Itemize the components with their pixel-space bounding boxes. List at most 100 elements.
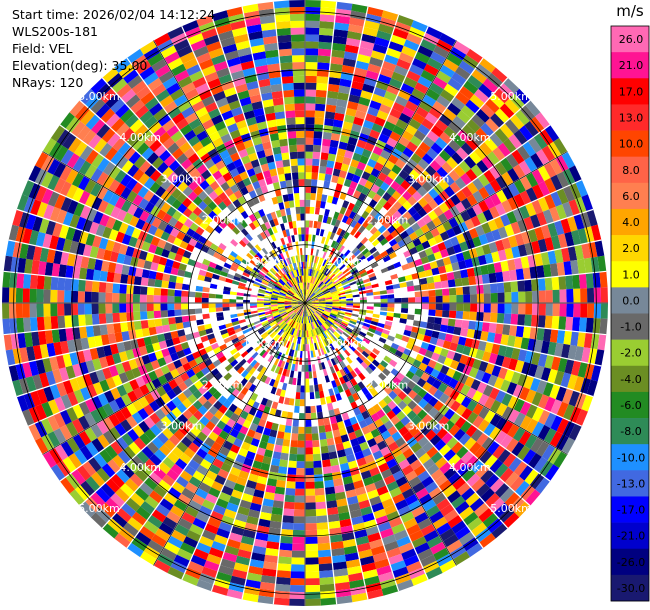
ray-separator	[308, 1, 338, 267]
colorbar-swatch	[611, 470, 649, 497]
ray-separator	[334, 124, 551, 283]
range-ring-label: 4.00km	[449, 461, 491, 474]
ray-separator	[319, 335, 429, 581]
ray-separator	[311, 6, 369, 268]
ray-separator	[59, 124, 276, 283]
colorbar-tick-label: -4.0	[620, 373, 641, 386]
ray-separator	[8, 239, 270, 297]
range-ring-label: 2.00km	[202, 378, 244, 391]
colorbar-swatch	[611, 52, 649, 79]
ray-separator	[210, 14, 295, 269]
ray-separator	[27, 179, 273, 289]
ray-separator	[101, 329, 282, 529]
ray-separator	[341, 306, 607, 336]
range-ring-label: 3.00km	[408, 420, 450, 433]
ray-separator	[241, 6, 299, 268]
colorbar-tick-label: -30.0	[617, 582, 645, 595]
ray-separator	[181, 25, 291, 271]
elevation-text: Elevation(deg): 35.00	[12, 58, 148, 73]
field-text: Field: VEL	[12, 41, 73, 56]
ray-separator	[315, 337, 400, 592]
start-time-text: Start time: 2026/02/04 14:12:24	[12, 7, 216, 22]
colorbar-tick-label: 26.0	[619, 33, 644, 46]
ray-separator	[79, 99, 279, 280]
colorbar-tick-label: 8.0	[622, 164, 640, 177]
range-ring-label: 4.00km	[119, 461, 161, 474]
colorbar-swatch	[611, 418, 649, 445]
range-ring-label: 4.00km	[449, 131, 491, 144]
colorbar-tick-label: 0.0	[622, 294, 640, 307]
colorbar-swatch	[611, 78, 649, 105]
ray-separator	[126, 332, 285, 549]
colorbar-swatch	[611, 287, 649, 314]
colorbar-tick-label: 10.0	[619, 138, 644, 151]
range-ring-label: 5.00km	[490, 90, 532, 103]
azimuth-gridline	[304, 302, 457, 566]
ray-separator	[340, 309, 602, 367]
ray-separator	[319, 25, 429, 271]
colorbar-tick-label: 21.0	[619, 59, 644, 72]
ray-separator	[339, 208, 594, 293]
ray-separator	[339, 313, 594, 398]
ray-separator	[59, 323, 276, 482]
colorbar-tick-label: -10.0	[617, 451, 645, 464]
ray-separator	[16, 313, 271, 398]
colorbar-tick-label: -13.0	[617, 477, 645, 490]
azimuth-gridline	[42, 151, 306, 304]
ray-separator	[325, 332, 484, 549]
colorbar-unit-label: m/s	[616, 2, 644, 20]
colorbar-tick-label: -26.0	[617, 556, 645, 569]
colorbar-swatch	[611, 182, 649, 210]
range-ring-label: 2.00km	[367, 378, 409, 391]
colorbar-swatch	[611, 444, 649, 471]
colorbar-tick-label: 17.0	[619, 85, 644, 98]
ray-separator	[3, 270, 269, 300]
colorbar-swatch	[611, 208, 649, 236]
ray-separator	[272, 1, 302, 267]
colorbar-tick-label: 2.0	[622, 242, 640, 255]
ray-separator	[241, 338, 299, 600]
ray-separator	[325, 57, 484, 274]
ray-separator	[315, 14, 400, 269]
ray-separator	[341, 270, 607, 300]
ray-separator	[331, 99, 531, 280]
instrument-text: WLS200s-181	[12, 24, 98, 39]
range-ring-label: 1.00km	[243, 255, 285, 268]
range-ring-label: 5.00km	[490, 502, 532, 515]
range-ring-label: 3.00km	[161, 420, 203, 433]
ray-separator	[79, 326, 279, 507]
range-ring-label: 1.00km	[325, 337, 367, 350]
ray-separator	[210, 337, 295, 592]
colorbar-swatch	[611, 26, 649, 53]
colorbar-swatch	[611, 130, 649, 157]
colorbar-swatch	[611, 156, 649, 184]
azimuth-gridline	[304, 40, 457, 304]
ray-separator	[8, 309, 270, 367]
colorbar-swatch	[611, 261, 649, 288]
ray-separator	[126, 57, 285, 274]
colorbar-tick-label: -8.0	[620, 425, 641, 438]
colorbar-swatch	[611, 365, 649, 393]
colorbar-tick-label: 6.0	[622, 190, 640, 203]
range-ring-label: 5.00km	[78, 502, 120, 515]
range-ring-label: 1.00km	[243, 337, 285, 350]
azimuth-gridline	[42, 302, 306, 455]
ray-separator	[334, 323, 551, 482]
ray-separator	[272, 339, 302, 605]
ray-separator	[328, 77, 509, 277]
colorbar-swatch	[611, 235, 649, 262]
range-ring-label: 5.00km	[78, 90, 120, 103]
ray-separator	[337, 317, 583, 427]
ray-separator	[331, 326, 531, 507]
azimuth-gridline	[304, 302, 568, 455]
ray-separator	[16, 208, 271, 293]
ray-separator	[311, 338, 369, 600]
colorbar-swatch	[611, 496, 649, 523]
range-ring-label: 2.00km	[367, 214, 409, 227]
colorbar-tick-label: 13.0	[619, 111, 644, 124]
ray-separator	[27, 317, 273, 427]
range-ring-label: 3.00km	[161, 172, 203, 185]
info-panel: Start time: 2026/02/04 14:12:24 WLS200s-…	[12, 6, 215, 91]
nrays-text: NRays: 120	[12, 75, 84, 90]
ray-separator	[181, 335, 291, 581]
